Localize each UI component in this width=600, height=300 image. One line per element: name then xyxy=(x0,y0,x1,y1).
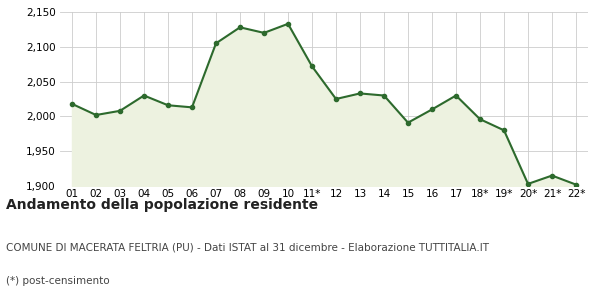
Text: COMUNE DI MACERATA FELTRIA (PU) - Dati ISTAT al 31 dicembre - Elaborazione TUTTI: COMUNE DI MACERATA FELTRIA (PU) - Dati I… xyxy=(6,243,489,253)
Text: (*) post-censimento: (*) post-censimento xyxy=(6,276,110,286)
Text: Andamento della popolazione residente: Andamento della popolazione residente xyxy=(6,198,318,212)
